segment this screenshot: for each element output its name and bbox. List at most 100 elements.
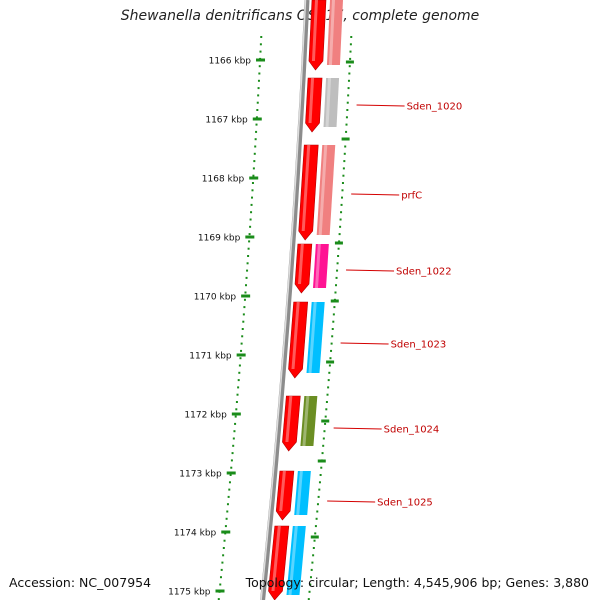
axis-dot <box>259 43 262 46</box>
cds-arrow-shine <box>291 302 300 369</box>
axis-dot <box>245 276 248 279</box>
tick-mark-minor <box>330 299 339 303</box>
label-leader <box>346 269 395 272</box>
axis-dot <box>338 233 341 236</box>
axis-dot <box>226 510 229 513</box>
axis-dot <box>337 247 340 250</box>
tick-mark <box>256 58 266 62</box>
backbone <box>260 0 310 600</box>
axis-dot <box>223 539 226 542</box>
kbp-ruler: 1166 kbp 1167 kbp 1168 kbp 1169 kbp 1170 kbp… <box>168 57 354 598</box>
axis-dot <box>222 547 225 549</box>
axis-dot <box>227 495 230 498</box>
label-leader <box>327 500 376 503</box>
axis-dot <box>245 284 248 287</box>
cds-arrow-shine <box>279 471 286 511</box>
axis-dot <box>254 138 257 141</box>
axis-dot <box>314 532 317 535</box>
axis-dot <box>321 452 324 455</box>
gene-label: Sden_1020 <box>407 102 463 113</box>
axis-dot <box>249 225 252 228</box>
tick-label: 1175 kbp <box>168 588 211 598</box>
axis-dot <box>237 386 240 389</box>
axis-dot <box>327 386 330 389</box>
axis-dot <box>238 364 241 367</box>
axis-dot <box>325 408 328 411</box>
axis-dot <box>219 576 222 579</box>
tick-mark-minor <box>345 60 354 64</box>
cog-category-block <box>294 471 311 515</box>
genome-summary: Topology: circular; Length: 4,545,906 bp… <box>245 575 589 590</box>
axis-dot <box>247 255 250 257</box>
gene-label: Sden_1023 <box>391 340 447 351</box>
axis-dot <box>247 247 250 250</box>
cds-arrow-shine <box>311 0 318 61</box>
axis-dot <box>330 349 333 352</box>
label-leader <box>340 342 389 345</box>
axis-dot <box>308 590 311 593</box>
gene-label: Sden_1022 <box>396 267 452 278</box>
axis-dot <box>242 313 245 316</box>
axis-dot <box>340 203 343 206</box>
axis-dot <box>221 561 224 564</box>
axis-dot <box>342 174 345 177</box>
axis-dot <box>244 291 247 294</box>
axis-dot <box>259 50 262 53</box>
axis-dot <box>252 174 255 177</box>
axis-dot <box>328 364 331 367</box>
tick-mark-minor <box>341 137 350 141</box>
axis-dot <box>310 568 313 571</box>
axis-dot <box>235 408 238 411</box>
axis-dot <box>309 583 312 586</box>
axis-dot <box>346 101 349 104</box>
axis-dot <box>253 152 256 155</box>
axis-dot <box>341 196 344 199</box>
axis-dot <box>327 379 330 382</box>
axis-dot <box>332 320 335 323</box>
axis-dot <box>319 474 322 476</box>
axis-dot <box>225 517 228 520</box>
axis-dot <box>236 393 239 396</box>
axis-dot <box>220 568 223 571</box>
axis-dot <box>338 240 341 243</box>
axis-dot <box>253 160 256 163</box>
axis-dot <box>343 152 346 155</box>
label-leader <box>356 104 405 107</box>
axis-dot <box>324 422 327 425</box>
tick-label: 1170 kbp <box>194 293 237 303</box>
axis-dot <box>246 269 249 272</box>
axis-dot <box>248 233 251 236</box>
gene-labels: Sden_1020 prfC Sden_1022 Sden_1023 Sden_1024… <box>327 102 462 509</box>
backbone-line <box>260 0 310 600</box>
axis-dot <box>329 357 332 360</box>
axis-dot <box>331 335 334 338</box>
tick-mark <box>236 353 246 357</box>
tick-mark <box>245 235 255 239</box>
map-title: Shewanella denitrificans OS217, complete… <box>120 8 480 24</box>
axis-dot <box>258 72 261 75</box>
axis-dot <box>324 415 327 418</box>
axis-dot <box>230 466 233 469</box>
cog-category-shine <box>296 471 303 515</box>
axis-dot <box>219 583 222 586</box>
axis-dot <box>241 335 244 338</box>
tick-mark <box>226 471 236 475</box>
axis-dot <box>228 481 231 484</box>
accession-text: Accession: NC_007954 <box>9 575 152 590</box>
cog-category-shine <box>325 78 332 127</box>
cog-category-shine <box>288 526 298 595</box>
axis-dot <box>232 437 235 440</box>
axis-dot <box>334 291 337 294</box>
axis-dot <box>340 211 343 214</box>
axis-dot <box>241 328 244 330</box>
axis-dot <box>322 437 325 440</box>
cog-category-shine <box>328 0 335 65</box>
axis-dot <box>309 576 312 579</box>
axis-dot <box>333 306 336 309</box>
axis-dot <box>307 598 310 600</box>
axis-dot <box>239 357 242 360</box>
axis-dot <box>217 598 220 600</box>
axis-dot <box>246 262 249 265</box>
axis-dot <box>342 167 345 170</box>
